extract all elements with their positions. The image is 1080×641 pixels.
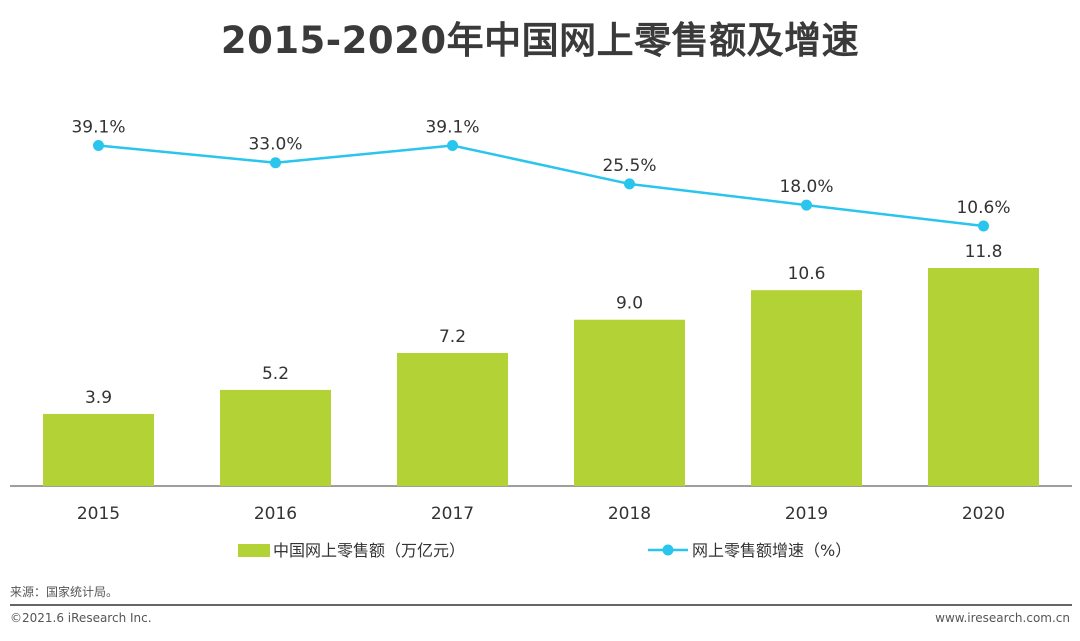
bar — [751, 290, 862, 486]
line-point — [624, 178, 635, 190]
bar-value-labels: 3.9 5.2 7.2 9.0 10.6 11.8 — [85, 242, 1002, 408]
legend-bar-swatch — [238, 544, 270, 557]
x-tick-label: 2020 — [962, 504, 1005, 524]
line-value-label: 18.0% — [779, 177, 833, 197]
line-value-label: 39.1% — [425, 118, 479, 138]
copyright-text: ©2021.6 iResearch Inc. — [10, 611, 152, 625]
bar — [928, 268, 1039, 486]
bar-value-label: 7.2 — [439, 327, 466, 347]
legend: 中国网上零售额（万亿元） 网上零售额增速（%） — [238, 541, 851, 560]
x-tick-labels: 2015 2016 2017 2018 2019 2020 — [77, 504, 1005, 524]
line-point — [978, 220, 989, 232]
bar-value-label: 5.2 — [262, 364, 289, 384]
line-series — [93, 140, 989, 232]
bar — [43, 413, 154, 486]
bar-value-label: 11.8 — [965, 242, 1003, 262]
x-tick-label: 2015 — [77, 504, 120, 524]
legend-bar-label: 中国网上零售额（万亿元） — [273, 541, 465, 560]
bar — [397, 352, 508, 486]
growth-line — [98, 144, 984, 228]
line-value-labels: 39.1% 33.0% 39.1% 25.5% 18.0% 10.6% — [71, 118, 1010, 219]
bar-value-label: 3.9 — [85, 388, 112, 408]
line-value-label: 10.6% — [956, 198, 1010, 218]
bar-series — [43, 268, 1039, 486]
bar-value-label: 10.6 — [788, 264, 826, 284]
x-tick-label: 2016 — [254, 504, 297, 524]
chart-title: 2015-2020年中国网上零售额及增速 — [220, 19, 860, 62]
footer-divider — [10, 604, 1072, 606]
legend-line-marker — [662, 544, 674, 556]
x-tick-label: 2017 — [431, 504, 474, 524]
line-point — [93, 140, 104, 151]
line-value-label: 25.5% — [602, 156, 656, 176]
bar-value-label: 9.0 — [616, 294, 643, 314]
x-tick-label: 2019 — [785, 504, 828, 524]
line-value-label: 39.1% — [71, 118, 125, 138]
x-tick-label: 2018 — [608, 504, 651, 524]
line-value-label: 33.0% — [248, 135, 302, 155]
line-point — [801, 199, 812, 211]
line-point — [447, 140, 458, 151]
bar — [574, 319, 685, 486]
bar — [220, 389, 331, 486]
website-url: www.iresearch.com.cn — [935, 611, 1070, 625]
line-point — [270, 157, 281, 169]
legend-line-label: 网上零售额增速（%） — [692, 541, 851, 560]
source-note: 来源：国家统计局。 — [10, 585, 119, 599]
